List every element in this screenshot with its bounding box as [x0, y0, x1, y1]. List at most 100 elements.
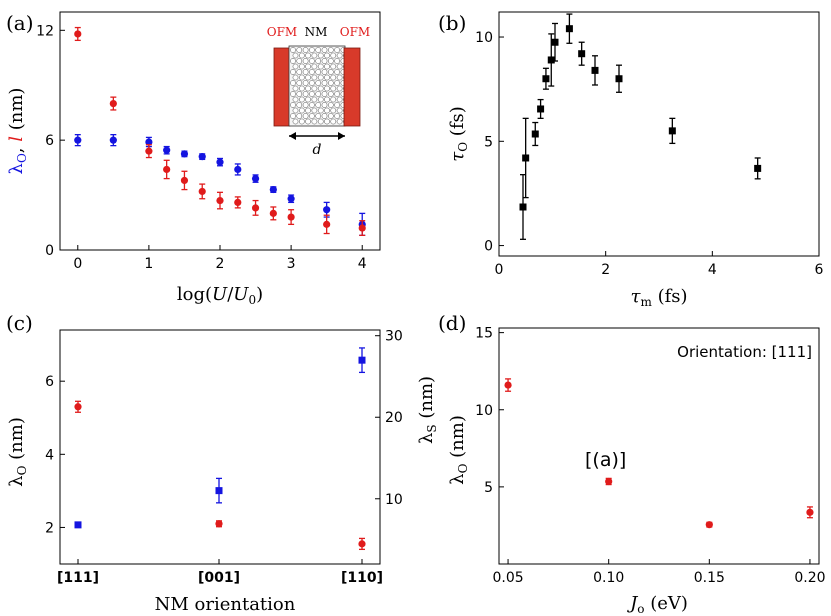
inset-atom: [324, 96, 330, 103]
c-lambda-o-point: [215, 520, 223, 528]
inset-atom: [324, 74, 330, 81]
d-x-tick-label: 0.20: [794, 570, 825, 586]
inset-atom: [296, 69, 303, 75]
inset-atom: [330, 52, 337, 59]
inset-atom: [327, 102, 334, 108]
inset-atom: [327, 47, 334, 53]
inset-atom: [321, 58, 328, 64]
inset-atom: [311, 107, 318, 114]
inset-atom: [324, 85, 330, 92]
c-y-tick-label: 4: [45, 447, 54, 463]
inset-atom: [298, 63, 305, 70]
inset-atom: [290, 58, 296, 64]
inset-atom: [327, 69, 334, 75]
inset-atom: [309, 69, 315, 75]
inset-ofm-left-layer: [273, 47, 291, 127]
a-lambda-o-point: [198, 153, 206, 161]
inset-atom: [315, 58, 322, 64]
d-x-tick-label: 0.10: [593, 570, 624, 586]
inset-atom: [298, 118, 305, 125]
inset-atom: [327, 80, 334, 86]
c-x-tick-label-1: [001]: [198, 570, 240, 586]
inset-atom: [305, 74, 311, 81]
b-x-tick-label: 2: [601, 262, 610, 278]
inset-atom: [324, 107, 330, 114]
inset-label-ofm-left: OFM: [267, 25, 297, 39]
a-l-point: [74, 30, 82, 38]
inset-atom: [317, 96, 324, 103]
a-y-tick-label: 12: [36, 23, 54, 39]
inset-atom: [321, 47, 328, 53]
inset-atom: [336, 74, 343, 81]
inset-atom: [330, 85, 337, 92]
inset-atom: [321, 80, 328, 86]
inset-atom: [334, 80, 340, 86]
c-y-right-tick-label: 20: [385, 410, 403, 426]
a-lambda-o-point: [74, 136, 82, 144]
y-axis-label-a: λO, l (nm): [6, 88, 29, 175]
inset-atom: [290, 102, 296, 108]
panel-c: (c) [111] [001] [110] 2 4 6 10 20 30 NM orientat…: [6, 311, 439, 615]
inset-atom: [311, 52, 318, 59]
inset-atom: [290, 47, 296, 53]
inset-atom: [324, 63, 330, 70]
inset-atom: [302, 91, 309, 97]
d-y-tick-label: 10: [475, 403, 493, 419]
d-x-tick-label: 0.15: [694, 570, 725, 586]
inset-atom: [324, 118, 330, 125]
inset-atom: [309, 102, 315, 108]
inset-atom: [317, 118, 324, 125]
inset-atom: [330, 96, 337, 103]
inset-atom: [321, 91, 328, 97]
a-l-point: [216, 196, 224, 205]
c-lambda-s-point: [74, 521, 82, 529]
annotation-orientation: Orientation: [111]: [677, 343, 812, 361]
inset-atom: [311, 63, 318, 70]
inset-atom: [305, 63, 311, 70]
inset-atom: [334, 91, 340, 97]
inset-atom: [327, 91, 334, 97]
b-tau-o-point: [668, 127, 676, 135]
inset-nm-slab: OFM NM OFM d: [267, 25, 370, 158]
inset-atom: [311, 74, 318, 81]
inset-atom: [321, 69, 328, 75]
inset-atom: [311, 96, 318, 103]
inset-atom: [309, 47, 315, 53]
a-y-tick-label: 6: [45, 133, 54, 149]
a-lambda-o-point: [234, 165, 242, 174]
b-tau-o-point: [565, 25, 573, 33]
d-y-tick-label: 5: [484, 480, 493, 496]
inset-atom: [305, 107, 311, 114]
inset-atom: [315, 69, 322, 75]
plot-frame-c: [59, 329, 381, 565]
x-axis-label-a: log(U/U0): [177, 284, 263, 307]
d-lambda-o-point: [504, 381, 512, 389]
inset-atom: [334, 102, 340, 108]
inset-atom: [302, 80, 309, 86]
inset-atom: [317, 85, 324, 92]
a-lambda-o-point: [180, 150, 189, 158]
a-x-tick-label: 4: [358, 256, 367, 272]
x-axis-label-b: τm (fs): [630, 286, 687, 309]
inset-atom: [302, 47, 309, 53]
b-tau-o-point: [551, 38, 559, 46]
a-x-tick-label: 2: [216, 256, 225, 272]
a-l-point: [145, 147, 153, 155]
b-tau-o-point: [547, 56, 555, 64]
inset-atom: [309, 80, 315, 86]
inset-atom: [336, 52, 343, 59]
c-lambda-o-point: [358, 540, 366, 548]
inset-atom: [315, 113, 322, 119]
inset-atom: [292, 63, 299, 70]
b-tau-o-point: [754, 164, 762, 172]
inset-atom: [296, 91, 303, 97]
a-lambda-o-point: [145, 138, 153, 146]
a-l-point: [358, 224, 366, 232]
inset-atom: [302, 113, 309, 119]
a-l-point: [198, 187, 206, 196]
c-y-right-tick-label: 30: [385, 329, 403, 345]
b-tau-o-point: [519, 203, 527, 211]
